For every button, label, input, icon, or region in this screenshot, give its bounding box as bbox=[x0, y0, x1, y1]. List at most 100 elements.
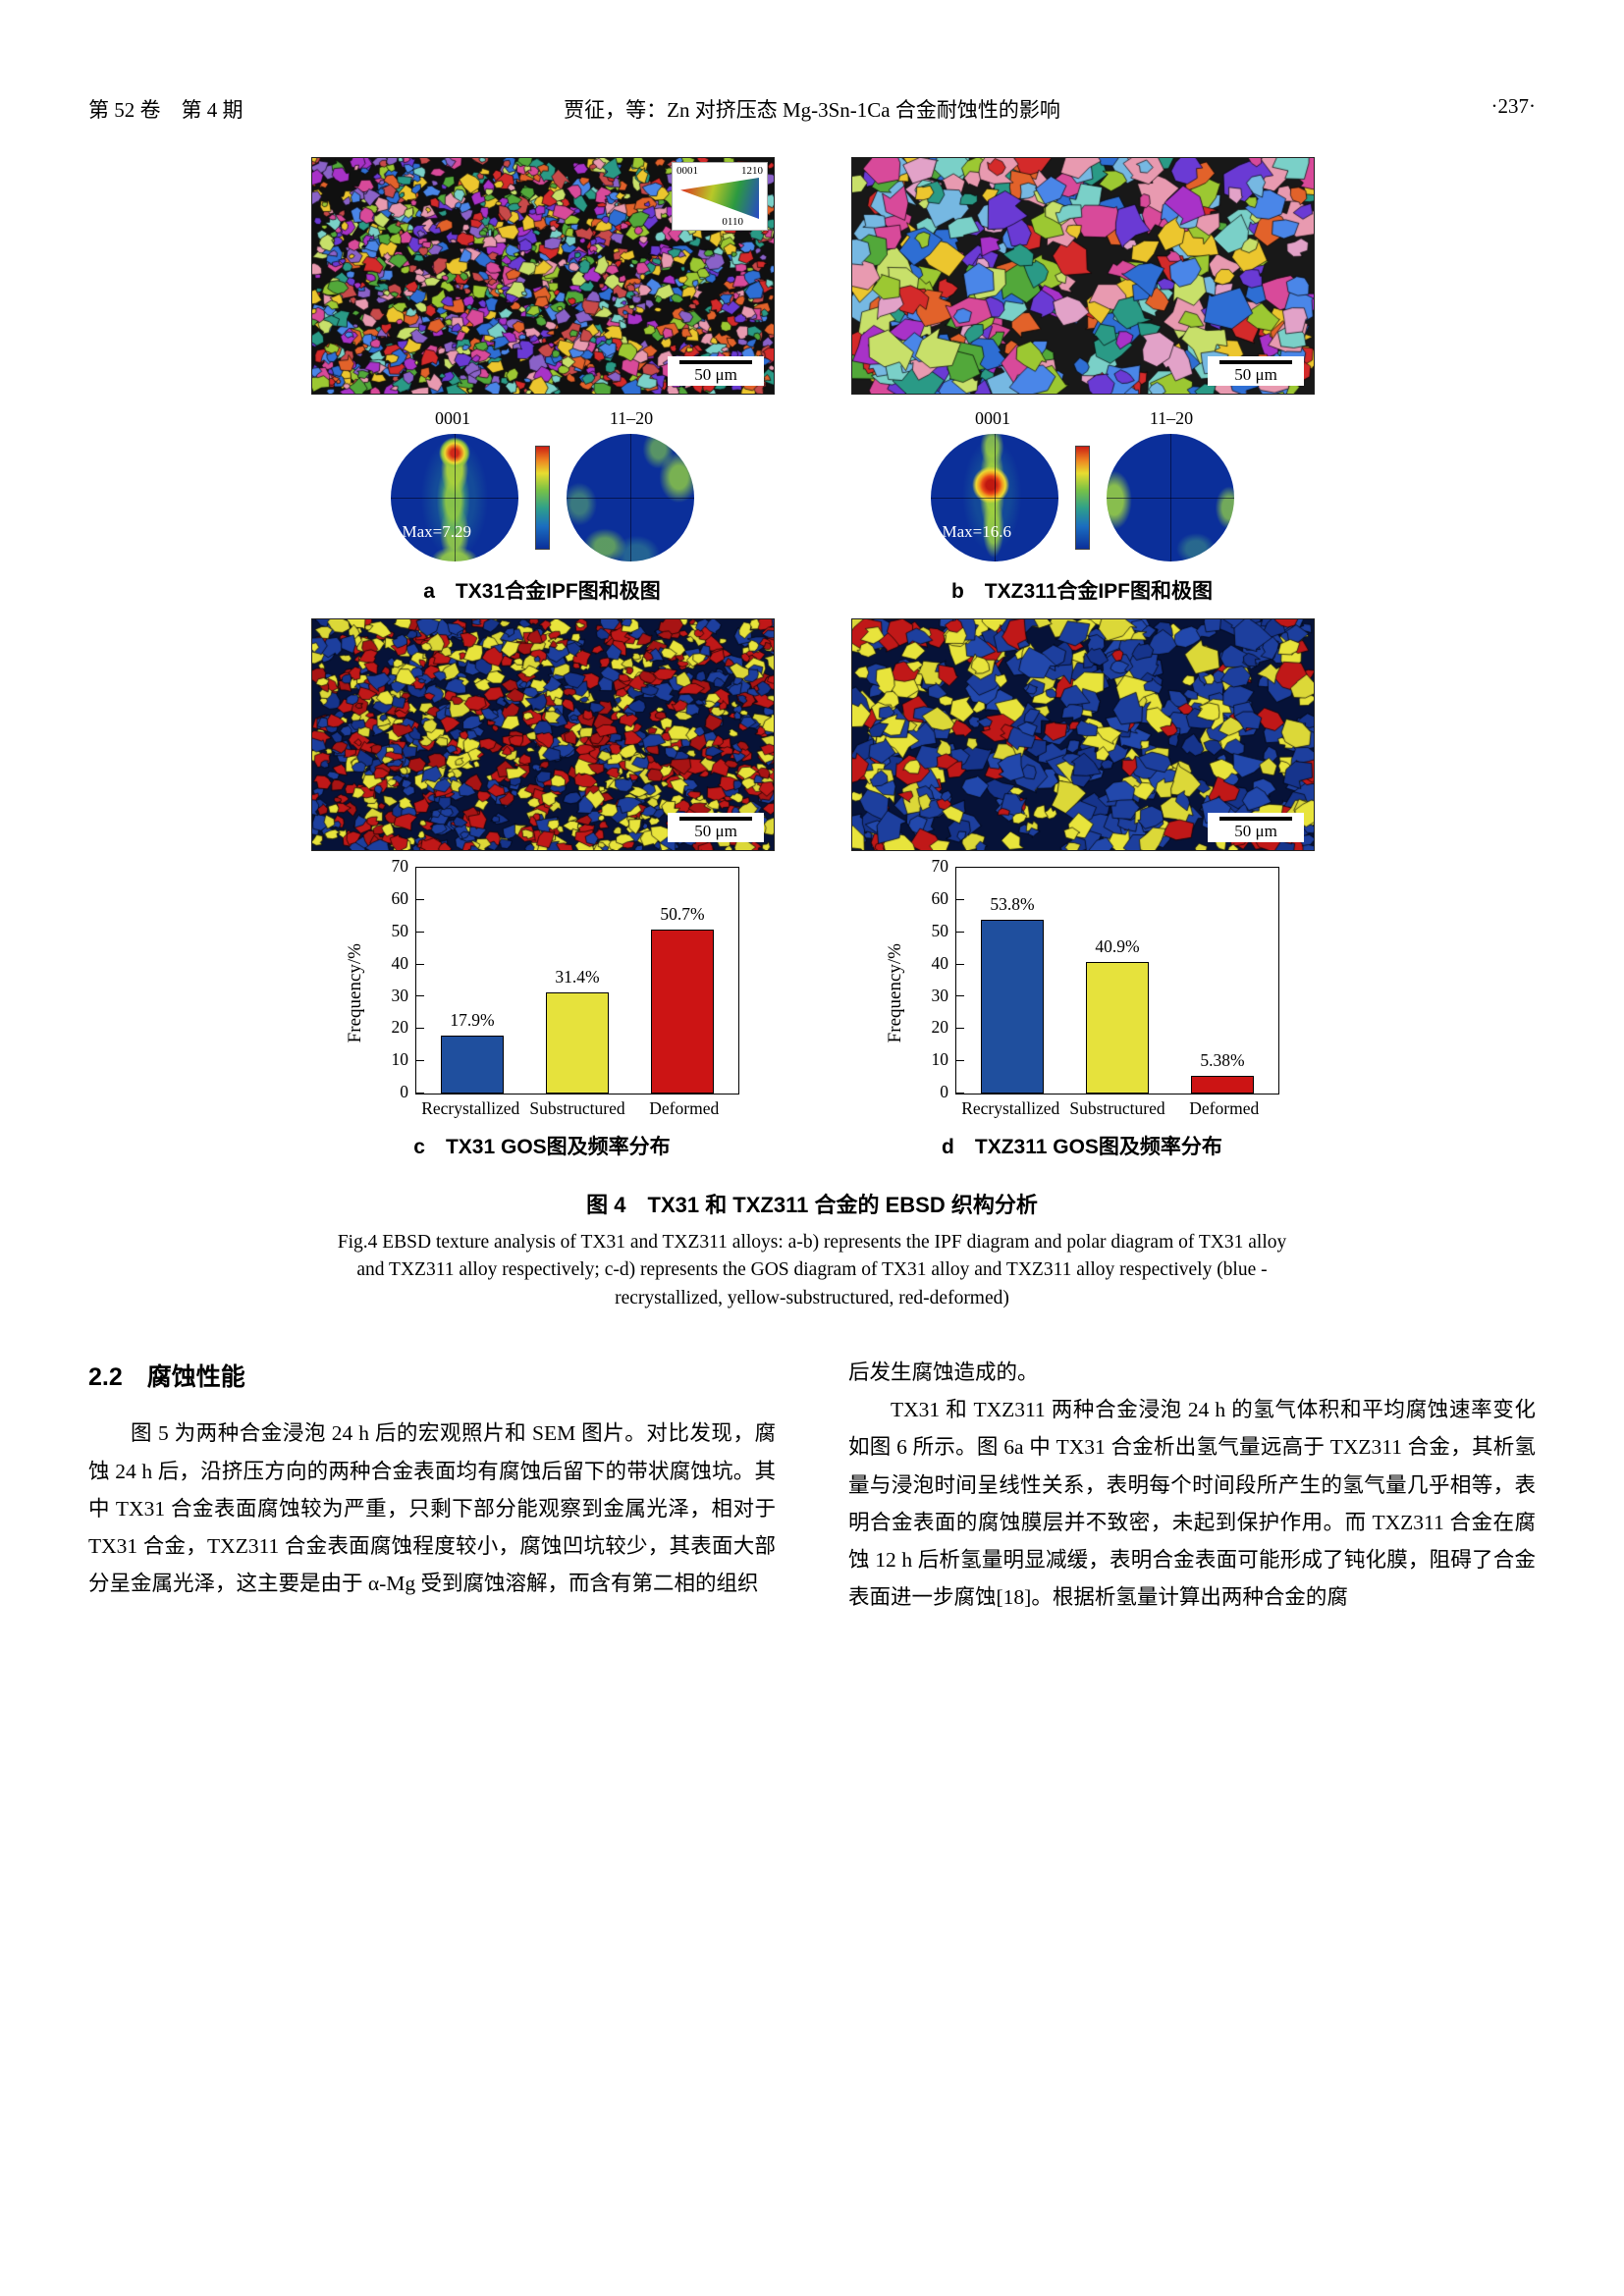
pole-figure-1120-tx31 bbox=[566, 434, 694, 561]
scale-bar-line bbox=[1219, 360, 1292, 364]
gos-frequency-chart-tx31: Frequency/% 17.9% 31.4% 50.7% 0 10 20 30 40 50 60… bbox=[345, 856, 739, 1119]
bar-slot: 17.9% bbox=[423, 868, 521, 1094]
intensity-colorbar bbox=[534, 446, 550, 550]
bar-value-label: 31.4% bbox=[555, 966, 600, 987]
paragraph-right: TX31 和 TXZ311 两种合金浸泡 24 h 的氢气体积和平均腐蚀速率变化… bbox=[848, 1398, 1536, 1610]
scale-bar-line bbox=[1219, 817, 1292, 821]
ipf-map-txz311 bbox=[851, 157, 1315, 395]
gos-frequency-chart-txz311: Frequency/% 53.8% 40.9% 5.38% 0 10 20 30 40 50 60… bbox=[885, 856, 1279, 1119]
max-intensity-label: Max=7.29 bbox=[402, 522, 472, 541]
ipf-key-label-0001: 0001 bbox=[677, 165, 698, 177]
plot-column: 53.8% 40.9% 5.38% 0 10 20 30 40 50 60 70 Recrystal… bbox=[932, 856, 1279, 1119]
scale-bar: 50 μm bbox=[668, 813, 764, 842]
scale-bar-label: 50 μm bbox=[694, 365, 737, 384]
pole-labels: 0001 11–20 bbox=[929, 408, 1235, 429]
scale-bar-label: 50 μm bbox=[1234, 365, 1277, 384]
gos-chart-panel-txz311: Frequency/% 53.8% 40.9% 5.38% 0 10 20 30 40 50 60… bbox=[851, 856, 1313, 1160]
figure-caption-en: Fig.4 EBSD texture analysis of TX31 and … bbox=[337, 1232, 1287, 1308]
bar-value-label: 17.9% bbox=[450, 1010, 495, 1031]
pole-label-0001: 0001 bbox=[435, 408, 470, 428]
figure-caption-cn: 图 4 TX31 和 TXZ311 合金的 EBSD 织构分析 bbox=[586, 1193, 1038, 1217]
bar-slot: 50.7% bbox=[633, 868, 731, 1094]
pole-figures-row: 0001 11–20 Max=7.29 a TX31合金IPF图和极图 0001… bbox=[311, 397, 1313, 605]
figure-4: 0001 1210 0110 50 μm 50 μm bbox=[311, 157, 1315, 1312]
scale-bar: 50 μm bbox=[1208, 356, 1304, 386]
ipf-color-key: 0001 1210 0110 bbox=[672, 162, 768, 231]
panel-a-caption: a TX31合金IPF图和极图 bbox=[423, 580, 661, 603]
y-tick: 60 bbox=[932, 888, 964, 908]
bar-deformed bbox=[1191, 1076, 1254, 1094]
y-axis-label: Frequency/% bbox=[345, 942, 365, 1043]
x-category-label: Substructured bbox=[1069, 1098, 1165, 1118]
gos-map-panel-txz311: 50 μm bbox=[851, 618, 1315, 851]
y-tick: 20 bbox=[392, 1017, 424, 1037]
ipf-maps-row: 0001 1210 0110 50 μm 50 μm bbox=[311, 157, 1315, 395]
pole-figure-1120-txz311 bbox=[1106, 434, 1234, 561]
pole-figure-0001-tx31: Max=7.29 bbox=[390, 434, 518, 561]
plot-column: 17.9% 31.4% 50.7% 0 10 20 30 40 50 60 70 Recrystal… bbox=[392, 856, 739, 1119]
scale-bar-label: 50 μm bbox=[694, 822, 737, 840]
pole-label-1120: 11–20 bbox=[1149, 408, 1194, 428]
scale-bar-label: 50 μm bbox=[1234, 822, 1277, 840]
x-axis-labels: Recrystallized Substructured Deformed bbox=[415, 1098, 739, 1119]
volume-issue: 第 52 卷 第 4 期 bbox=[88, 98, 244, 122]
x-category-label: Recrystallized bbox=[421, 1098, 520, 1118]
max-intensity-label: Max=16.6 bbox=[942, 522, 1012, 541]
pole-panel-tx31: 0001 11–20 Max=7.29 a TX31合金IPF图和极图 bbox=[311, 408, 773, 605]
scale-bar-line bbox=[679, 817, 752, 821]
panel-c-caption: c TX31 GOS图及频率分布 bbox=[413, 1136, 671, 1158]
y-tick: 0 bbox=[940, 1082, 964, 1101]
gos-map-panel-tx31: 50 μm bbox=[311, 618, 775, 851]
pole-label-0001: 0001 bbox=[975, 408, 1010, 428]
left-column: 2.2 腐蚀性能 图 5 为两种合金浸泡 24 h 后的宏观照片和 SEM 图片… bbox=[88, 1354, 776, 1617]
y-tick: 30 bbox=[392, 986, 424, 1005]
page-number: ·237· bbox=[1490, 94, 1537, 118]
pole-panel-txz311: 0001 11–20 Max=16.6 b TXZ311合金IPF图和极图 bbox=[851, 408, 1313, 605]
paragraph-right-continuation: 后发生腐蚀造成的。 bbox=[848, 1360, 1039, 1384]
ipf-color-triangle bbox=[680, 178, 759, 219]
ipf-key-label-1210: 1210 bbox=[741, 165, 763, 177]
x-category-label: Recrystallized bbox=[961, 1098, 1060, 1118]
charts-row: Frequency/% 17.9% 31.4% 50.7% 0 10 20 30 40 50 60… bbox=[311, 856, 1313, 1160]
y-tick: 50 bbox=[392, 921, 424, 940]
y-tick: 30 bbox=[932, 986, 964, 1005]
page-header: 第 52 卷 第 4 期 贾征，等：Zn 对挤压态 Mg-3Sn-1Ca 合金耐… bbox=[88, 94, 1536, 124]
x-category-label: Deformed bbox=[1189, 1098, 1260, 1118]
chart-plot-area: 17.9% 31.4% 50.7% 0 10 20 30 40 50 60 70 bbox=[392, 856, 739, 1101]
chart-plot-area: 53.8% 40.9% 5.38% 0 10 20 30 40 50 60 70 bbox=[932, 856, 1279, 1101]
bar-substructured bbox=[1086, 961, 1149, 1094]
running-title: 贾征，等：Zn 对挤压态 Mg-3Sn-1Ca 合金耐蚀性的影响 bbox=[564, 98, 1060, 122]
x-category-label: Deformed bbox=[649, 1098, 720, 1118]
paragraph-left: 图 5 为两种合金浸泡 24 h 后的宏观照片和 SEM 图片。对比发现，腐蚀 … bbox=[88, 1421, 776, 1596]
bars: 53.8% 40.9% 5.38% bbox=[956, 868, 1278, 1094]
bar-value-label: 50.7% bbox=[660, 904, 705, 925]
y-tick: 70 bbox=[392, 856, 424, 876]
y-tick: 0 bbox=[400, 1082, 424, 1101]
pole-label-1120: 11–20 bbox=[609, 408, 654, 428]
bar-slot: 53.8% bbox=[963, 868, 1061, 1094]
intensity-colorbar bbox=[1074, 446, 1090, 550]
x-category-label: Substructured bbox=[529, 1098, 625, 1118]
scale-bar-line bbox=[679, 360, 752, 364]
body-text: 2.2 腐蚀性能 图 5 为两种合金浸泡 24 h 后的宏观照片和 SEM 图片… bbox=[88, 1354, 1536, 1617]
ipf-key-label-0110: 0110 bbox=[722, 216, 743, 228]
y-tick: 60 bbox=[392, 888, 424, 908]
scale-bar: 50 μm bbox=[668, 356, 764, 386]
ipf-map-panel-txz311: 50 μm bbox=[851, 157, 1315, 395]
section-heading: 2.2 腐蚀性能 bbox=[88, 1362, 245, 1391]
pole-figure-0001-txz311: Max=16.6 bbox=[930, 434, 1058, 561]
bar-value-label: 53.8% bbox=[990, 894, 1035, 915]
gos-chart-panel-tx31: Frequency/% 17.9% 31.4% 50.7% 0 10 20 30 40 50 60… bbox=[311, 856, 773, 1160]
bars: 17.9% 31.4% 50.7% bbox=[416, 868, 738, 1094]
pole-labels: 0001 11–20 bbox=[389, 408, 695, 429]
y-axis-label: Frequency/% bbox=[885, 942, 905, 1043]
ipf-map-panel-tx31: 0001 1210 0110 50 μm bbox=[311, 157, 775, 395]
panel-b-caption: b TXZ311合金IPF图和极图 bbox=[950, 580, 1214, 603]
bar-recrystallized bbox=[981, 920, 1044, 1094]
right-column: 后发生腐蚀造成的。 TX31 和 TXZ311 两种合金浸泡 24 h 的氢气体… bbox=[848, 1354, 1536, 1617]
bar-slot: 31.4% bbox=[528, 868, 626, 1094]
bar-slot: 5.38% bbox=[1173, 868, 1272, 1094]
pole-circles: Max=16.6 bbox=[930, 434, 1234, 561]
y-tick: 40 bbox=[392, 953, 424, 973]
